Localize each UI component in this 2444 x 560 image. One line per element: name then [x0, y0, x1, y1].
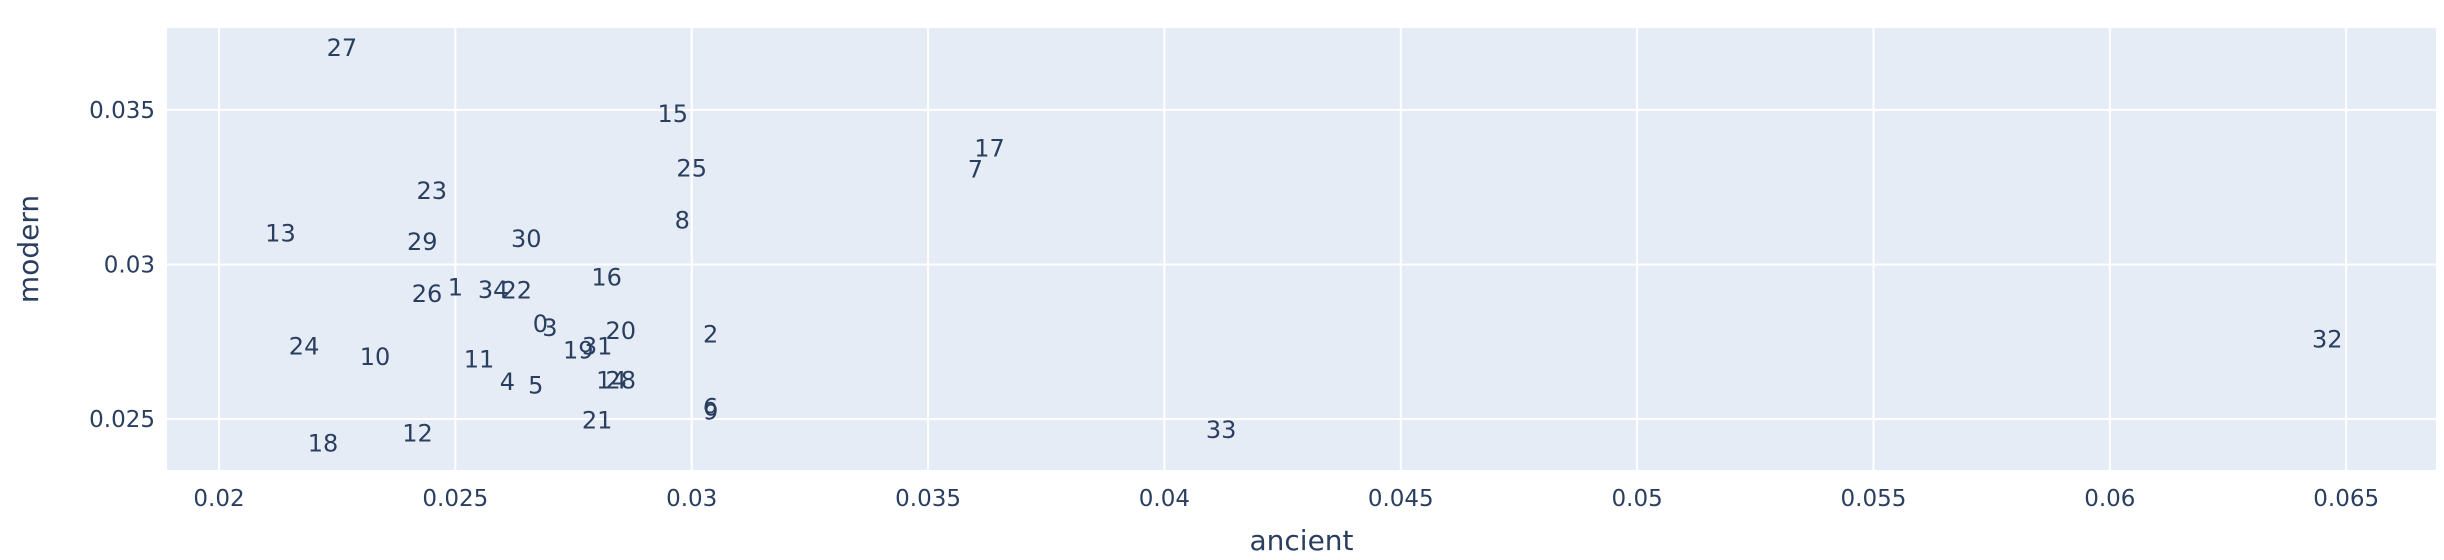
- x-tick-label: 0.03: [666, 486, 717, 512]
- data-point-label: 23: [416, 177, 447, 205]
- data-point-label: 16: [591, 263, 622, 291]
- x-tick-label: 0.06: [2084, 486, 2135, 512]
- data-point-label: 11: [464, 345, 495, 373]
- data-point-label: 4: [500, 368, 515, 396]
- x-axis-ticks: 0.02 0.025 0.03 0.035 0.04 0.045 0.05 0.055 0.06…: [193, 486, 2379, 512]
- y-tick-label: 0.03: [104, 252, 155, 278]
- data-point-label: 9: [703, 397, 718, 425]
- x-tick-label: 0.055: [1841, 486, 1907, 512]
- data-point-label: 26: [412, 280, 443, 308]
- data-point-label: 18: [308, 430, 339, 458]
- data-point-label: 22: [502, 277, 533, 305]
- x-tick-label: 0.05: [1612, 486, 1663, 512]
- x-tick-label: 0.045: [1368, 486, 1434, 512]
- x-tick-label: 0.035: [895, 486, 961, 512]
- data-point-label: 24: [289, 332, 320, 360]
- data-point-label: 32: [2312, 326, 2343, 354]
- data-point-label: 19: [563, 336, 594, 364]
- data-point-label: 15: [658, 100, 689, 128]
- data-point-label: 21: [582, 407, 613, 435]
- data-point-label: 14: [596, 366, 627, 394]
- x-tick-label: 0.04: [1139, 486, 1190, 512]
- grid-lines: [167, 28, 2436, 470]
- x-axis-title: ancient: [1249, 524, 1353, 557]
- data-point-label: 3: [542, 314, 557, 342]
- x-tick-label: 0.065: [2313, 486, 2379, 512]
- data-point-label: 12: [402, 420, 433, 448]
- y-axis-ticks: 0.025 0.03 0.035: [89, 98, 155, 433]
- data-point-label: 34: [478, 276, 509, 304]
- data-point-label: 10: [360, 343, 391, 371]
- data-point-label: 31: [582, 332, 613, 360]
- data-point-label: 30: [511, 225, 542, 253]
- y-tick-label: 0.025: [89, 407, 155, 433]
- data-point-label: 17: [974, 135, 1005, 163]
- data-point-label: 29: [407, 228, 438, 256]
- data-point-label: 2: [703, 321, 718, 349]
- data-point-label: 6: [703, 394, 718, 422]
- data-point-label: 5: [528, 372, 543, 400]
- y-axis-title: modern: [12, 195, 45, 303]
- y-tick-label: 0.035: [89, 98, 155, 124]
- data-point-label: 13: [265, 220, 296, 248]
- data-point-label: 8: [675, 206, 690, 234]
- data-point-label: 25: [676, 155, 707, 183]
- data-point-label: 7: [968, 155, 983, 183]
- data-point-label: 28: [606, 366, 637, 394]
- plot-area: [167, 28, 2436, 470]
- data-point-label: 0: [533, 310, 548, 338]
- data-point-label: 1: [448, 274, 463, 302]
- x-tick-label: 0.02: [193, 486, 244, 512]
- data-point-label: 20: [606, 317, 637, 345]
- data-point-label: 27: [327, 34, 358, 62]
- x-tick-label: 0.025: [422, 486, 488, 512]
- data-point-label: 33: [1206, 416, 1237, 444]
